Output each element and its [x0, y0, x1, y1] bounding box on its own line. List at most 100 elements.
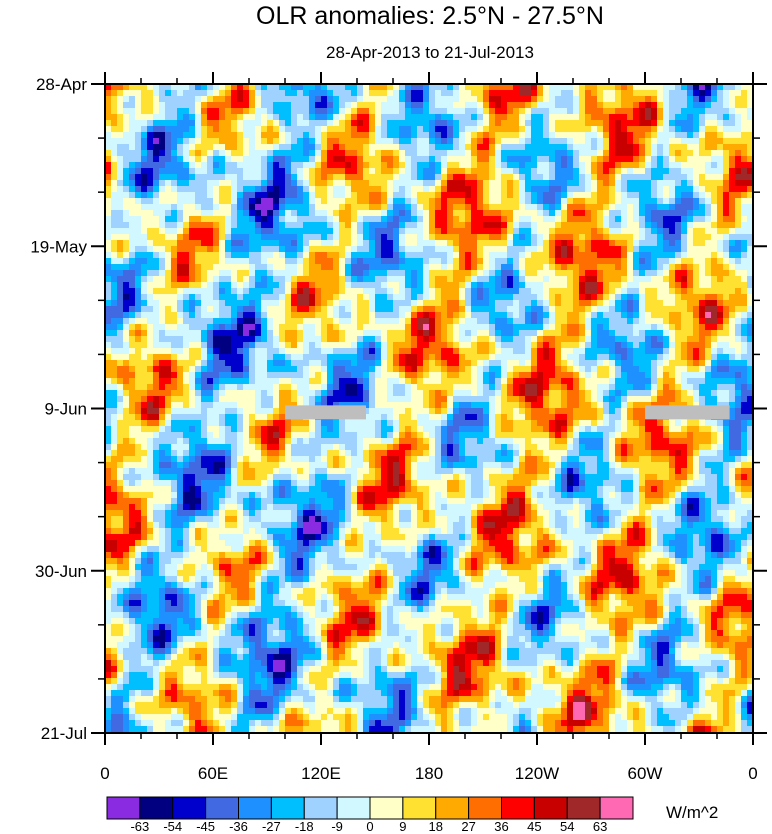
field-cell [573, 312, 579, 318]
field-cell [105, 204, 111, 210]
field-cell [201, 324, 207, 330]
field-cell [615, 180, 621, 186]
field-cell [681, 156, 687, 162]
field-cell [543, 342, 549, 348]
field-cell [399, 186, 405, 192]
field-cell [183, 132, 189, 138]
field-cell [705, 318, 711, 324]
field-cell [723, 96, 729, 102]
field-cell [549, 126, 555, 132]
field-cell [303, 234, 309, 240]
field-cell [465, 114, 471, 120]
field-cell [237, 348, 243, 354]
field-cell [279, 204, 285, 210]
field-cell [249, 150, 255, 156]
field-cell [651, 84, 657, 90]
field-cell [411, 144, 417, 150]
field-cell [159, 114, 165, 120]
field-cell [153, 198, 159, 204]
field-cell [201, 348, 207, 354]
field-cell [585, 114, 591, 120]
field-cell [747, 276, 753, 282]
field-cell [189, 108, 195, 114]
field-cell [273, 192, 279, 198]
field-cell [459, 162, 465, 168]
field-cell [141, 138, 147, 144]
field-cell [729, 234, 735, 240]
field-cell [153, 276, 159, 282]
field-cell [279, 180, 285, 186]
field-cell [519, 150, 525, 156]
field-cell [345, 132, 351, 138]
field-cell [747, 84, 753, 90]
field-cell [591, 174, 597, 180]
field-cell [531, 318, 537, 324]
field-cell [363, 330, 369, 336]
field-cell [615, 108, 621, 114]
field-cell [147, 120, 153, 126]
field-cell [699, 138, 705, 144]
field-cell [741, 186, 747, 192]
field-cell [243, 300, 249, 306]
field-cell [729, 90, 735, 96]
field-cell [333, 354, 339, 360]
field-cell [411, 216, 417, 222]
field-cell [345, 348, 351, 354]
field-cell [213, 348, 219, 354]
field-cell [243, 312, 249, 318]
field-cell [621, 342, 627, 348]
field-cell [471, 342, 477, 348]
field-cell [255, 114, 261, 120]
field-cell [303, 204, 309, 210]
field-cell [741, 300, 747, 306]
field-cell [501, 252, 507, 258]
field-cell [579, 156, 585, 162]
field-cell [549, 354, 555, 360]
field-cell [477, 210, 483, 216]
field-cell [159, 126, 165, 132]
field-cell [447, 330, 453, 336]
field-cell [525, 192, 531, 198]
field-cell [693, 234, 699, 240]
field-cell [237, 228, 243, 234]
field-cell [429, 90, 435, 96]
field-cell [201, 150, 207, 156]
field-cell [447, 216, 453, 222]
field-cell [321, 276, 327, 282]
field-cell [387, 186, 393, 192]
field-cell [255, 228, 261, 234]
field-cell [687, 294, 693, 300]
field-cell [363, 240, 369, 246]
field-cell [519, 240, 525, 246]
field-cell [537, 228, 543, 234]
field-cell [273, 330, 279, 336]
field-cell [399, 114, 405, 120]
field-cell [591, 216, 597, 222]
field-cell [357, 348, 363, 354]
field-cell [273, 84, 279, 90]
field-cell [153, 120, 159, 126]
field-cell [321, 96, 327, 102]
field-cell [105, 324, 111, 330]
field-cell [411, 330, 417, 336]
field-cell [513, 234, 519, 240]
field-cell [279, 336, 285, 342]
field-cell [105, 168, 111, 174]
field-cell [441, 144, 447, 150]
field-cell [633, 162, 639, 168]
field-cell [387, 330, 393, 336]
field-cell [459, 168, 465, 174]
field-cell [177, 84, 183, 90]
field-cell [729, 150, 735, 156]
field-cell [585, 186, 591, 192]
field-cell [681, 258, 687, 264]
field-cell [621, 270, 627, 276]
field-cell [243, 288, 249, 294]
field-cell [435, 204, 441, 210]
field-cell [351, 288, 357, 294]
field-cell [507, 102, 513, 108]
field-cell [609, 318, 615, 324]
field-cell [411, 228, 417, 234]
field-cell [363, 348, 369, 354]
field-cell [693, 144, 699, 150]
